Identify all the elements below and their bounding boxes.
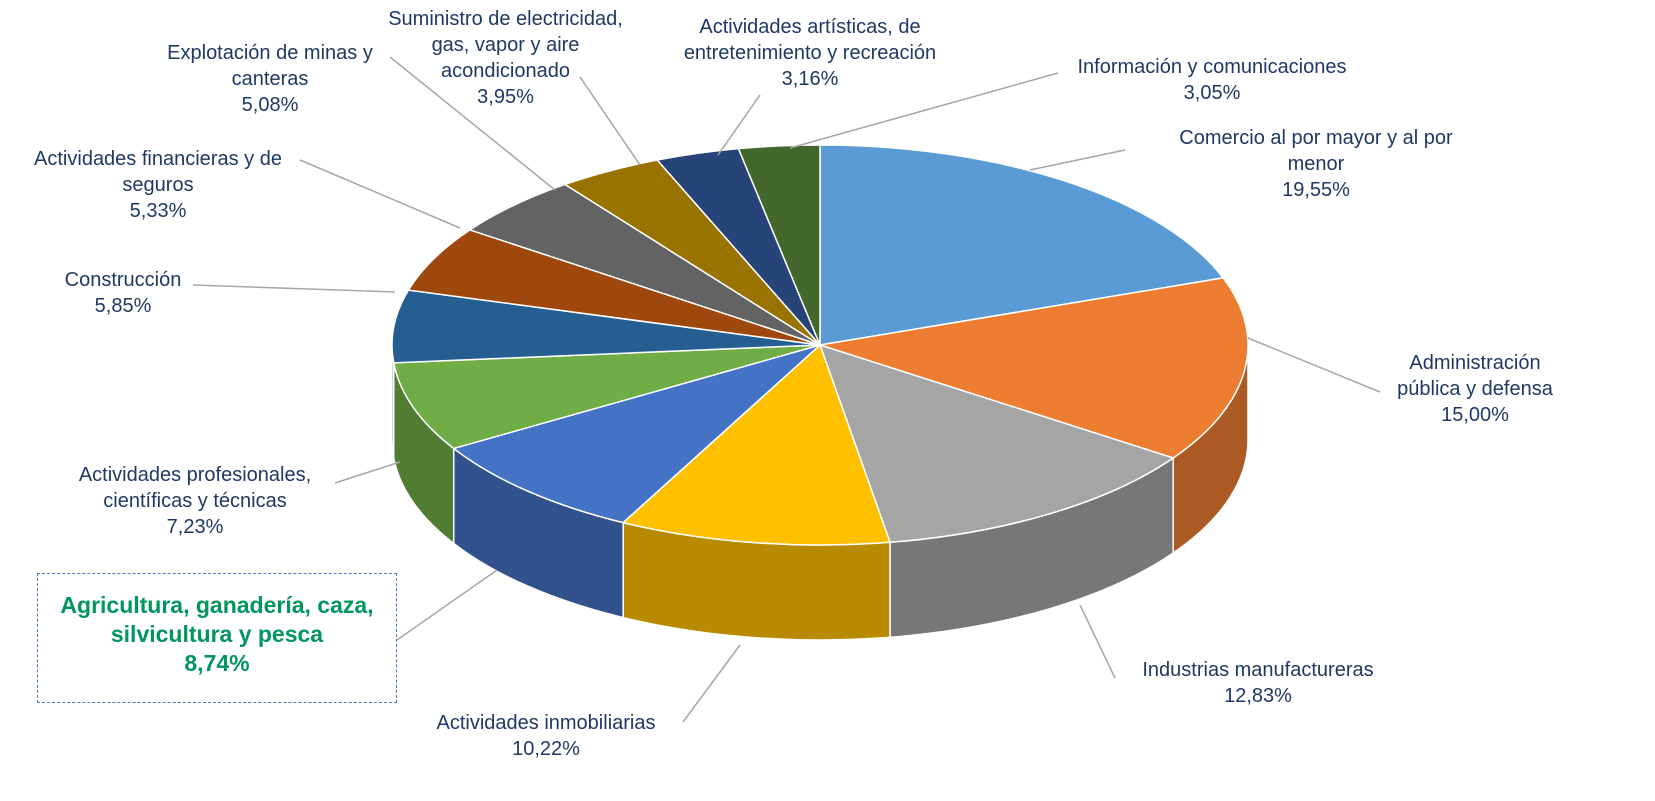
- leader-line: [1029, 149, 1126, 171]
- value-label: 15,00%: [1441, 404, 1509, 426]
- slice: [819, 277, 1249, 459]
- value-label: 3,05%: [1183, 82, 1241, 104]
- slice: [407, 229, 821, 346]
- data-label: Administración pública y defensa 15,00%: [1380, 350, 1570, 428]
- value-label: 5,33%: [129, 200, 187, 222]
- slice: [621, 343, 892, 546]
- category-label: Construcción: [64, 269, 182, 291]
- leader-line: [682, 644, 741, 723]
- leader-line: [389, 56, 556, 191]
- data-label: Actividades financieras y de seguros 5,33…: [8, 146, 308, 224]
- data-label: Agricultura, ganadería, caza, silvicultu…: [37, 573, 397, 703]
- slice: [452, 344, 821, 524]
- data-label: Actividades artísticas, de entretenimien…: [660, 14, 960, 92]
- category-label: Suministro de electricidad, gas, vapor y…: [388, 8, 623, 82]
- category-label: Actividades inmobiliarias: [436, 712, 656, 734]
- leader-line: [299, 159, 461, 229]
- slice: [391, 289, 821, 364]
- data-label: Industrias manufactureras 12,83%: [1118, 657, 1398, 709]
- slice: [819, 144, 1225, 346]
- category-label: Administración pública y defensa: [1397, 352, 1553, 400]
- slice: [737, 144, 821, 346]
- data-label: Actividades profesionales, científicas y…: [50, 462, 340, 540]
- category-label: Explotación de minas y canteras: [167, 42, 373, 90]
- leader-line: [1247, 337, 1381, 393]
- slice: [818, 343, 1175, 544]
- category-label: Actividades artísticas, de entretenimien…: [683, 16, 937, 64]
- leader-line: [334, 461, 401, 484]
- value-label: 12,83%: [1224, 685, 1292, 707]
- value-label: 5,85%: [94, 295, 152, 317]
- value-label: 10,22%: [512, 738, 580, 760]
- data-label: Explotación de minas y canteras 5,08%: [145, 40, 395, 118]
- data-label: Comercio al por mayor y al por menor 19,5…: [1151, 125, 1481, 203]
- value-label: 3,16%: [781, 68, 839, 90]
- data-label: Actividades inmobiliarias 10,22%: [411, 710, 681, 762]
- value-label: 5,08%: [241, 94, 299, 116]
- category-label: Agricultura, ganadería, caza, silvicultu…: [60, 592, 374, 647]
- data-label: Construcción 5,85%: [33, 267, 213, 319]
- category-label: Industrias manufactureras: [1142, 659, 1374, 681]
- value-label: 7,23%: [166, 516, 224, 538]
- slice: [392, 344, 821, 450]
- category-label: Comercio al por mayor y al por menor: [1179, 127, 1453, 175]
- category-label: Información y comunicaciones: [1077, 56, 1347, 78]
- leader-line: [579, 76, 641, 166]
- category-label: Actividades profesionales, científicas y…: [78, 464, 312, 512]
- value-label: 3,95%: [477, 86, 534, 108]
- value-label: 8,74%: [184, 650, 250, 676]
- leader-line: [717, 94, 761, 156]
- value-label: 19,55%: [1282, 179, 1350, 201]
- leader-line: [192, 284, 396, 293]
- leader-line: [1079, 604, 1116, 679]
- data-label: Información y comunicaciones 3,05%: [1052, 54, 1372, 106]
- leader-line: [789, 72, 1059, 149]
- leader-line: [396, 569, 498, 641]
- data-label: Suministro de electricidad, gas, vapor y…: [368, 6, 643, 110]
- category-label: Actividades financieras y de seguros: [34, 148, 282, 196]
